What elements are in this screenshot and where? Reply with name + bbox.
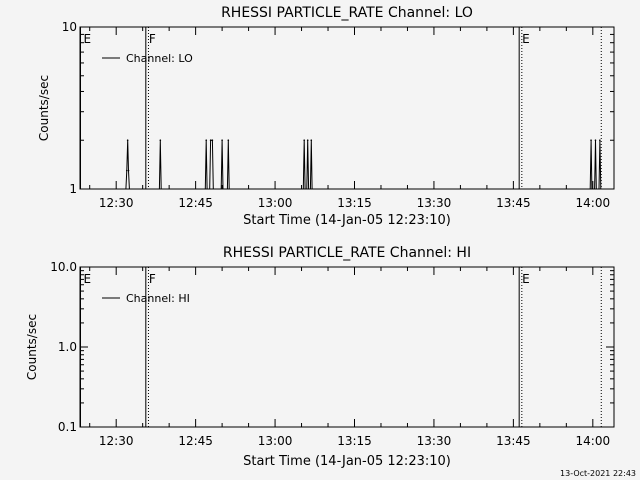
panel2-x-tick-label: 13:00 xyxy=(258,434,293,448)
footer-timestamp: 13-Oct-2021 22:43 xyxy=(560,469,636,478)
panel2-x-tick-label: 12:30 xyxy=(99,434,134,448)
panel1-series-line xyxy=(125,139,602,190)
panel2-y-tick-label: 10.0 xyxy=(50,260,77,274)
panel1-data-point xyxy=(159,139,162,142)
panel2-y-axis-label: Counts/sec xyxy=(25,314,39,380)
panel1-data-point xyxy=(306,139,309,142)
panel1-chart-title: RHESSI PARTICLE_RATE Channel: LO xyxy=(221,5,473,21)
panel1-x-tick-label: 13:45 xyxy=(496,196,531,210)
panel1-data-point xyxy=(211,139,214,142)
panel2-x-tick-label: 13:15 xyxy=(337,434,372,448)
panel1-x-tick-label: 13:15 xyxy=(337,196,372,210)
panel1-marker-label: E xyxy=(522,32,530,46)
panel1-legend-label: Channel: LO xyxy=(126,52,193,65)
panel1-marker-label: F xyxy=(149,32,156,46)
panel2-x-axis-label: Start Time (14-Jan-05 12:23:10) xyxy=(243,454,451,469)
panel1-x-tick-label: 14:00 xyxy=(576,196,611,210)
panel1-data-point xyxy=(310,139,313,142)
panel1-data-point xyxy=(205,139,208,142)
panel2-plot-frame xyxy=(79,266,615,428)
panel1-y-tick-label: 10 xyxy=(62,20,77,34)
panel2-x-tick-label: 13:30 xyxy=(417,434,452,448)
panel2-chart-title: RHESSI PARTICLE_RATE Channel: HI xyxy=(223,245,471,261)
panel1-x-axis-label: Start Time (14-Jan-05 12:23:10) xyxy=(243,213,451,228)
panel2-marker-label: E xyxy=(522,272,530,286)
panel1-data-point xyxy=(303,139,305,142)
panel1-marker-label: E xyxy=(84,32,92,46)
panel2-legend-label: Channel: HI xyxy=(126,292,190,305)
panel2-y-tick-label: 0.1 xyxy=(58,420,77,434)
panel1-data-point xyxy=(227,139,230,142)
panel1-x-tick-label: 12:30 xyxy=(99,196,134,210)
panel2-y-tick-label: 1.0 xyxy=(58,340,77,354)
panel2-x-tick-label: 14:00 xyxy=(576,434,611,448)
panel1-x-tick-label: 13:30 xyxy=(417,196,452,210)
panel1-data-point xyxy=(590,139,592,142)
panel1-x-tick-label: 12:45 xyxy=(178,196,213,210)
panel2-x-tick-label: 13:45 xyxy=(496,434,531,448)
panel1-data-point xyxy=(209,139,212,142)
panel1-data-point xyxy=(599,139,601,142)
panel1-y-axis-label: Counts/sec xyxy=(37,75,51,141)
panel1-data-point xyxy=(594,139,597,142)
panel1-y-tick-label: 1 xyxy=(69,182,77,196)
panel1-data-point xyxy=(125,169,128,172)
panel1-data-point xyxy=(126,139,129,142)
panel2-marker-label: F xyxy=(149,272,156,286)
panel2-marker-label: E xyxy=(84,272,92,286)
panel1-x-tick-label: 13:00 xyxy=(258,196,293,210)
panel1-data-point xyxy=(221,139,223,142)
panel1-data-point xyxy=(127,169,130,172)
panel2-x-tick-label: 12:45 xyxy=(178,434,213,448)
